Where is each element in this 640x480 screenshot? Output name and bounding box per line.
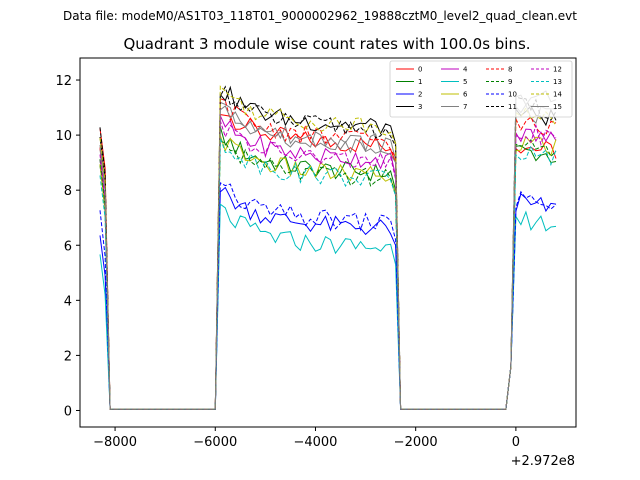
series-layer [99, 85, 557, 410]
chart-supertitle: Data file: modeM0/AS1T03_118T01_90000029… [63, 9, 577, 23]
legend-label-12: 12 [553, 66, 562, 74]
series-line-5 [99, 203, 557, 410]
series-line-9 [99, 138, 557, 410]
series-line-0 [99, 114, 557, 410]
y-tick-label: 8 [64, 184, 72, 199]
legend-label-2: 2 [418, 91, 422, 99]
series-line-14 [99, 85, 557, 410]
plot-area [79, 57, 577, 428]
x-tick-label: −8000 [93, 435, 137, 450]
legend-label-13: 13 [553, 78, 562, 86]
series-line-4 [99, 115, 557, 410]
legend-label-5: 5 [463, 78, 467, 86]
y-tick-label: 4 [64, 294, 72, 309]
y-tick-label: 0 [64, 404, 72, 419]
legend-label-15: 15 [553, 103, 562, 111]
y-tick-label: 12 [55, 74, 72, 89]
y-tick-label: 10 [55, 129, 72, 144]
legend-label-9: 9 [508, 78, 512, 86]
series-line-6 [99, 135, 557, 410]
x-tick-label: −6000 [193, 435, 237, 450]
series-line-10 [99, 181, 557, 410]
y-tick-label: 2 [64, 349, 72, 364]
y-tick-label: 6 [64, 239, 72, 254]
chart-title: Quadrant 3 module wise count rates with … [123, 35, 530, 53]
legend-label-1: 1 [418, 78, 422, 86]
legend-label-11: 11 [508, 103, 517, 111]
series-line-8 [99, 97, 557, 410]
legend-label-0: 0 [418, 66, 422, 74]
x-offset-label: +2.972e8 [511, 454, 575, 469]
legend-label-6: 6 [463, 91, 468, 99]
series-line-12 [99, 120, 557, 410]
series-line-15 [99, 90, 557, 410]
legend-label-8: 8 [508, 66, 512, 74]
legend-label-7: 7 [463, 103, 467, 111]
series-line-13 [99, 137, 557, 410]
series-line-2 [99, 186, 557, 410]
legend-label-10: 10 [508, 91, 517, 99]
legend-box [389, 60, 573, 118]
x-tick-label: −4000 [293, 435, 337, 450]
legend-label-3: 3 [418, 103, 422, 111]
legend-label-4: 4 [463, 66, 468, 74]
series-line-7 [99, 101, 557, 410]
series-line-3 [99, 85, 557, 410]
x-tick-label: 0 [512, 435, 520, 450]
legend-label-14: 14 [553, 91, 562, 99]
series-line-11 [99, 85, 557, 410]
x-tick-label: −2000 [394, 435, 438, 450]
